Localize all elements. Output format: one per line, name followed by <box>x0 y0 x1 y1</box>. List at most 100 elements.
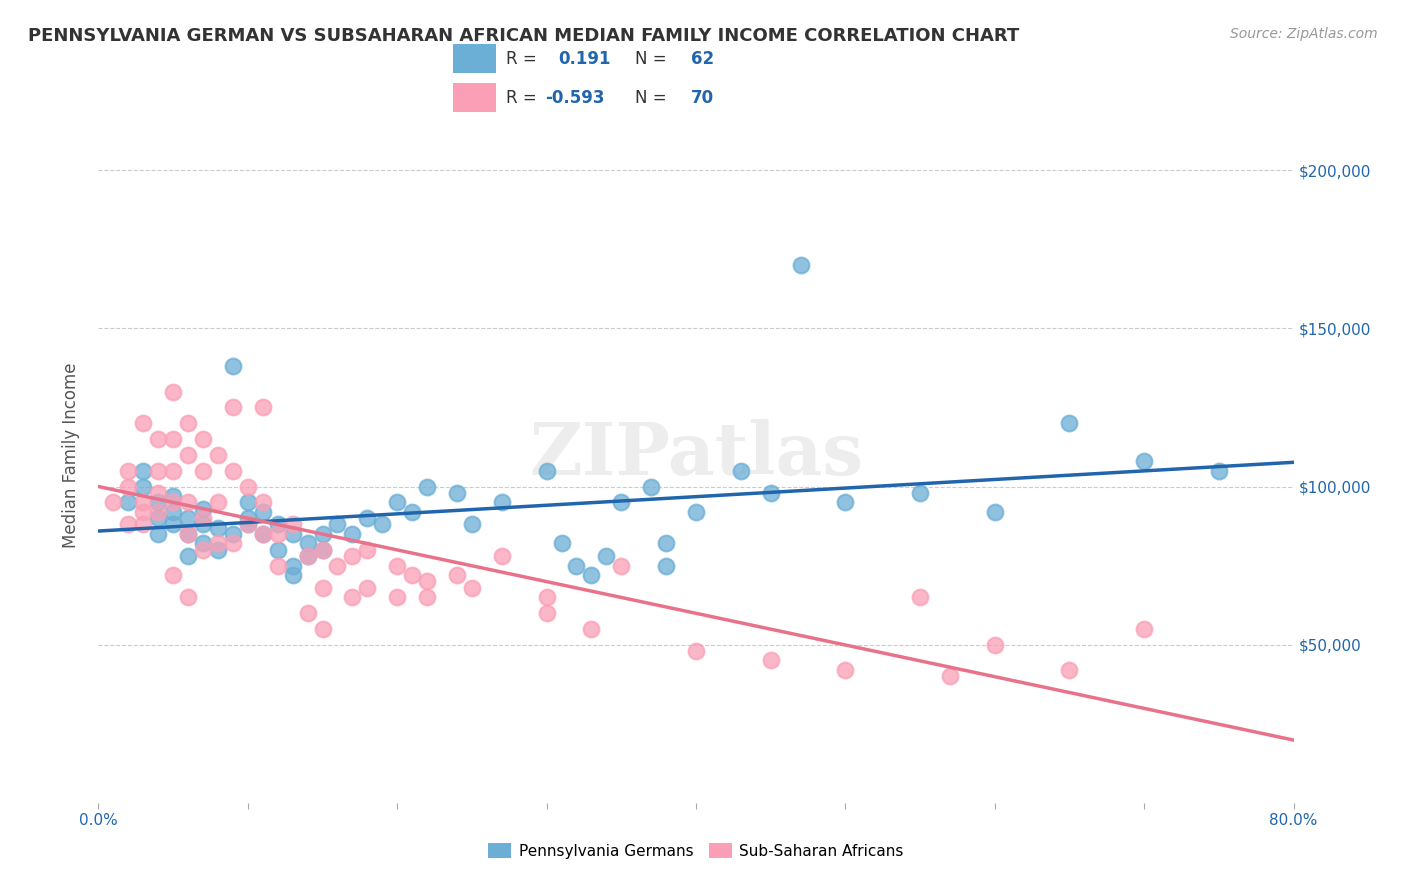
Point <box>581 622 603 636</box>
Point <box>1059 417 1081 431</box>
Point <box>132 495 155 509</box>
Point <box>610 558 633 573</box>
Point <box>834 663 856 677</box>
Text: 0.191: 0.191 <box>558 50 612 68</box>
Point <box>640 479 662 493</box>
Point <box>565 558 588 573</box>
Point <box>132 517 155 532</box>
Point <box>177 527 200 541</box>
Point <box>281 517 304 532</box>
Point <box>148 464 170 478</box>
Point <box>191 464 214 478</box>
Point <box>207 536 229 550</box>
Point <box>536 606 558 620</box>
Point <box>834 495 856 509</box>
Point <box>162 489 184 503</box>
Point <box>177 417 200 431</box>
Point <box>132 505 155 519</box>
Point <box>342 549 364 563</box>
Point <box>177 448 200 462</box>
Point <box>655 536 678 550</box>
Point <box>162 505 184 519</box>
Bar <box>453 44 496 73</box>
Text: Source: ZipAtlas.com: Source: ZipAtlas.com <box>1230 27 1378 41</box>
Point <box>984 505 1007 519</box>
Point <box>132 417 155 431</box>
Point <box>685 644 707 658</box>
Point <box>311 581 333 595</box>
Point <box>1208 464 1230 478</box>
Point <box>162 495 184 509</box>
Point <box>416 591 439 605</box>
Point <box>236 517 259 532</box>
Point <box>297 549 319 563</box>
Text: N =: N = <box>634 50 672 68</box>
Point <box>117 495 139 509</box>
Point <box>311 622 333 636</box>
Point <box>191 432 214 446</box>
Point <box>267 558 290 573</box>
Point <box>207 495 229 509</box>
Point <box>416 574 439 589</box>
Point <box>908 486 931 500</box>
Text: R =: R = <box>506 88 541 106</box>
Legend: Pennsylvania Germans, Sub-Saharan Africans: Pennsylvania Germans, Sub-Saharan Africa… <box>482 837 910 864</box>
Point <box>385 591 409 605</box>
Point <box>984 638 1007 652</box>
Point <box>117 517 139 532</box>
Point <box>595 549 617 563</box>
Point <box>281 558 304 573</box>
Point <box>1059 663 1081 677</box>
Point <box>311 542 333 557</box>
Point <box>191 501 214 516</box>
Text: 62: 62 <box>690 50 714 68</box>
Point <box>222 359 245 374</box>
Point <box>297 536 319 550</box>
Point <box>191 517 214 532</box>
Point <box>908 591 931 605</box>
Point <box>401 568 423 582</box>
Point <box>311 542 333 557</box>
Point <box>162 568 184 582</box>
Point <box>103 495 125 509</box>
Point <box>222 536 245 550</box>
Point <box>655 558 678 573</box>
Point <box>177 549 200 563</box>
Point <box>222 464 245 478</box>
Point <box>191 536 214 550</box>
Point <box>371 517 394 532</box>
Point <box>550 536 572 550</box>
Point <box>1133 454 1156 468</box>
Bar <box>453 83 496 112</box>
Point <box>326 517 349 532</box>
Point <box>281 568 304 582</box>
Point <box>191 511 214 525</box>
Point <box>177 495 200 509</box>
Point <box>385 495 409 509</box>
Point <box>759 486 782 500</box>
Point <box>177 591 200 605</box>
Point <box>416 479 439 493</box>
Point <box>252 527 274 541</box>
Point <box>1133 622 1156 636</box>
Point <box>162 464 184 478</box>
Point <box>148 432 170 446</box>
Point <box>252 401 274 415</box>
Point <box>252 495 274 509</box>
Point <box>356 511 378 525</box>
Point <box>191 542 214 557</box>
Text: ZIPatlas: ZIPatlas <box>529 419 863 491</box>
Point <box>491 549 513 563</box>
Point <box>252 527 274 541</box>
Point <box>685 505 707 519</box>
Point <box>117 464 139 478</box>
Point <box>117 479 139 493</box>
Point <box>148 486 170 500</box>
Point <box>385 558 409 573</box>
Point <box>132 479 155 493</box>
Point <box>236 517 259 532</box>
Point <box>461 581 484 595</box>
Point <box>789 258 811 272</box>
Point <box>491 495 513 509</box>
Point <box>536 464 558 478</box>
